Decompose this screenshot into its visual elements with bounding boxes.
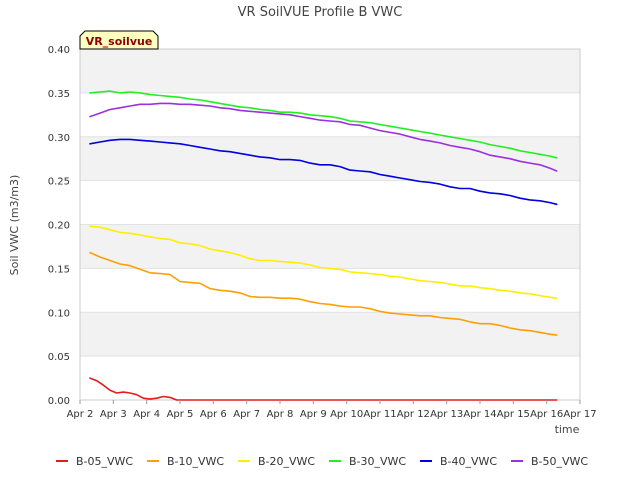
chart-title: VR SoilVUE Profile B VWC [238, 5, 403, 20]
x-tick-label: Apr 13 [430, 409, 463, 420]
x-axis-label: time [555, 423, 580, 436]
legend-label: B-30_VWC [349, 455, 406, 468]
x-tick-label: Apr 6 [200, 409, 227, 420]
series-line-b-10-vwc [89, 251, 558, 336]
y-tick-label: 0.30 [48, 133, 70, 144]
x-tick-label: Apr 7 [233, 409, 260, 420]
plot-band [80, 224, 580, 269]
x-tick-label: Apr 9 [300, 409, 327, 420]
y-tick-label: 0.10 [48, 308, 70, 319]
x-tick-label: Apr 11 [363, 409, 396, 420]
plot-band [80, 49, 580, 93]
series-line-b-20-vwc [89, 225, 558, 300]
x-tick-label: Apr 5 [167, 409, 194, 420]
legend-label: B-05_VWC [76, 455, 133, 468]
x-tick-label: Apr 3 [100, 409, 127, 420]
legend: B-05_VWC B-10_VWC B-20_VWC B-30_VWC B-40_VWC… [56, 455, 588, 468]
y-axis-label: Soil VWC (m3/m3) [8, 175, 21, 276]
series-line-b-40-vwc [89, 138, 558, 206]
site-badge: VR_soilvue [79, 30, 159, 50]
x-tick-label: Apr 4 [133, 409, 160, 420]
x-tick-label: Apr 2 [67, 409, 94, 420]
x-tick-label: Apr 10 [330, 409, 363, 420]
series-line-b-50-vwc [89, 102, 558, 172]
y-tick-label: 0.15 [48, 264, 70, 275]
legend-label: B-40_VWC [440, 455, 497, 468]
series-line-b-30-vwc [89, 90, 558, 159]
y-tick-label: 0.40 [48, 45, 70, 56]
x-tick-label: Apr 15 [497, 409, 530, 420]
plot-band [80, 312, 580, 357]
y-tick-label: 0.35 [48, 89, 70, 100]
y-tick-label: 0.00 [48, 396, 70, 407]
x-tick-label: Apr 14 [463, 409, 496, 420]
plot-band [80, 136, 580, 181]
legend-label: B-20_VWC [258, 455, 315, 468]
site-badge-label: VR_soilvue [86, 35, 153, 48]
legend-label: B-10_VWC [167, 455, 224, 468]
x-tick-label: Apr 17 [563, 409, 596, 420]
x-tick-label: Apr 12 [397, 409, 430, 420]
y-tick-label: 0.20 [48, 221, 70, 232]
y-tick-label: 0.05 [48, 352, 70, 363]
series-line-b-05-vwc [89, 377, 558, 401]
y-tick-label: 0.25 [48, 177, 70, 188]
legend-label: B-50_VWC [531, 455, 588, 468]
x-tick-label: Apr 16 [530, 409, 563, 420]
x-tick-label: Apr 8 [267, 409, 294, 420]
